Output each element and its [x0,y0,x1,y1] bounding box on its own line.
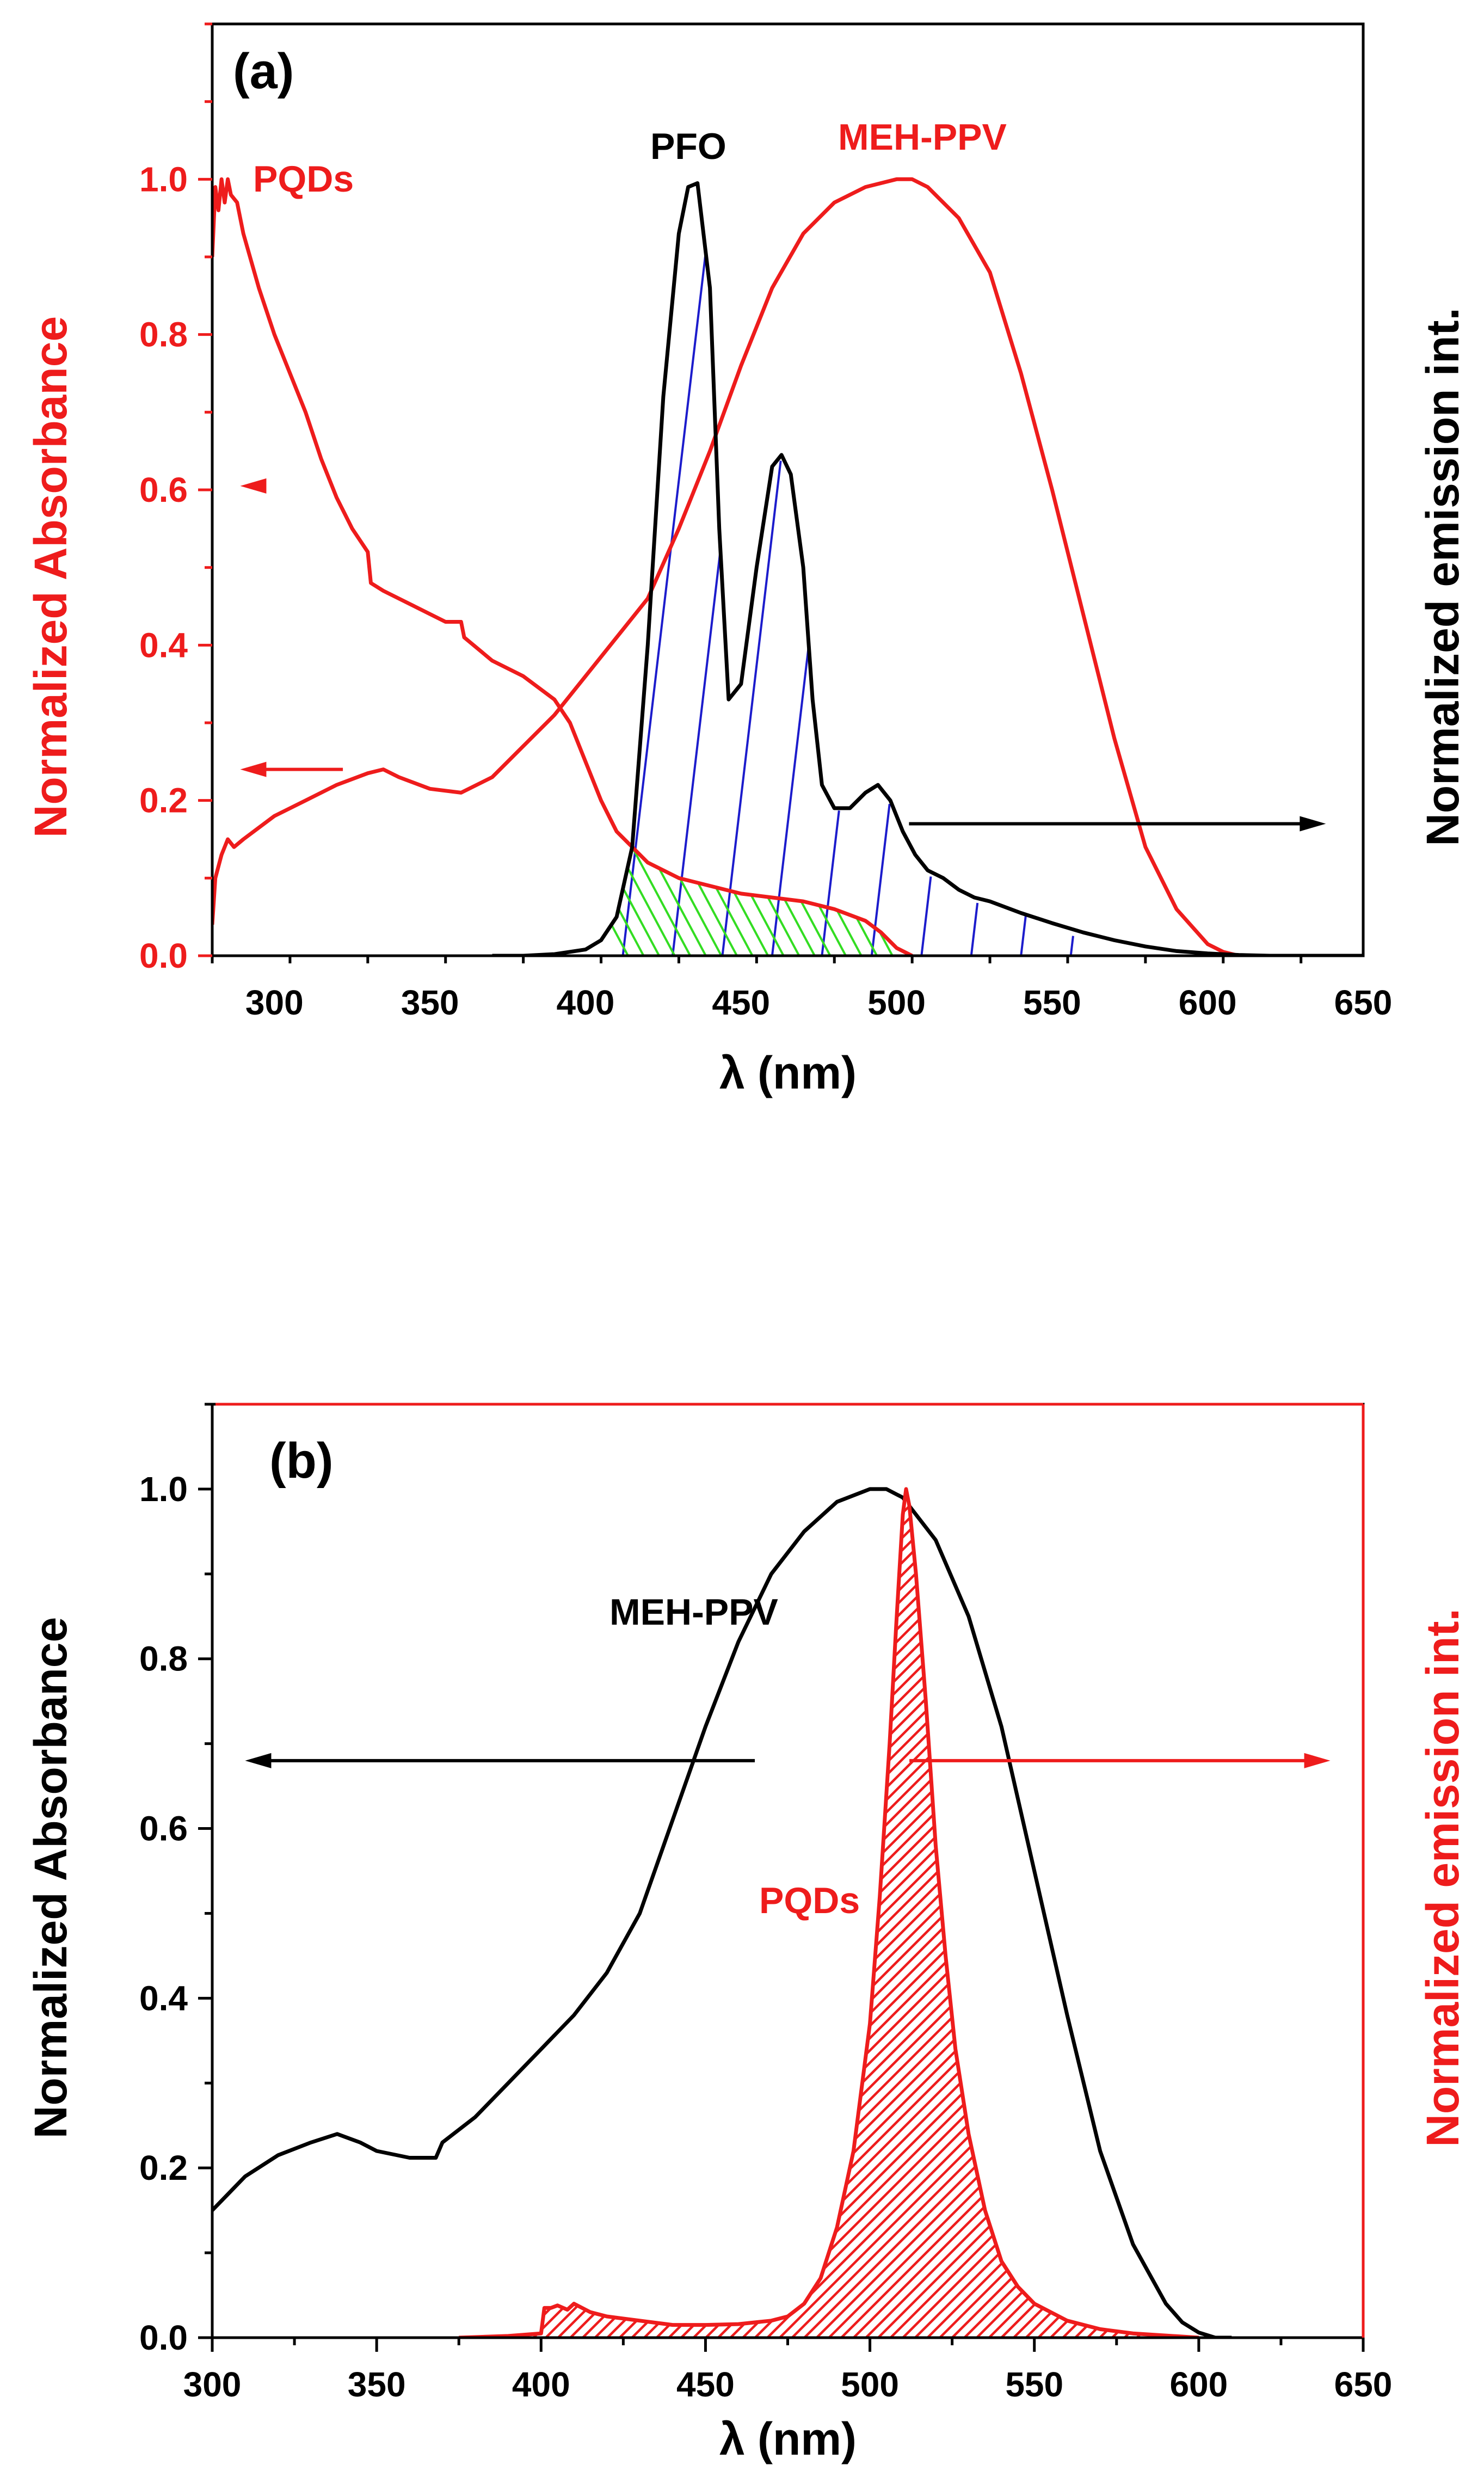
panel-b-right-axis-title: Normalized emission int. [1417,1608,1468,2147]
x-tick-label: 450 [676,2365,735,2404]
y-tick-label: 0.4 [139,1978,188,2018]
series-line-pqds-absorbance [212,177,913,956]
panel-b-annotation-meh-ppv: MEH-PPV [609,1591,778,1633]
overlap-hatch-line-blue [621,256,707,956]
overlap-hatch-line-blue [821,810,840,956]
panel-b-arrows [245,1753,1331,1768]
y-tick-label: 0.8 [139,315,188,354]
x-tick-label: 450 [712,983,770,1022]
y-tick-label: 0.0 [139,936,188,975]
panel-b-annotation-pqds: PQDs [759,1880,860,1921]
x-tick-label: 300 [183,2365,242,2404]
overlap-hatch-line-blue [870,803,891,956]
panel-a-label: (a) [233,44,294,99]
x-tick-label: 500 [841,2365,899,2404]
overlap-hatch-line-green [750,895,785,956]
panel-a: 300 350 400 450 500 550 600 650 0.0 0.2 0.4 0.6 0.8 1… [25,22,1468,1098]
overlap-hatch-line-blue [1069,936,1074,956]
overlap-hatch-line-green [622,888,660,956]
overlap-hatch-line-green [836,911,863,956]
y-tick-label: 0.0 [139,2318,188,2357]
panel-a-axes: 300 350 400 450 500 550 600 650 0.0 0.2 0.4 0.6 0.8 1… [139,22,1393,1022]
panel-b-label: (b) [269,1433,333,1489]
x-tick-label: 600 [1169,2365,1228,2404]
x-tick-label: 550 [1023,983,1081,1022]
panel-a-annotation-pfo: PFO [650,126,726,167]
overlap-hatch-line-green [800,901,832,956]
arrow-head-right [1304,1753,1331,1768]
panel-a-arrows [240,478,1326,832]
series-line-pqds-emission [459,1487,1199,2338]
y-tick-label: 1.0 [139,159,188,199]
x-tick-label: 400 [557,983,615,1022]
overlap-hatch-line-green [697,882,738,956]
x-tick-label: 600 [1179,983,1237,1022]
panel-a-overlap-hatching [611,256,1074,956]
panel-a-x-axis-title: λ (nm) [719,1047,857,1098]
x-tick-label: 350 [401,983,459,1022]
x-tick-label: 650 [1334,2365,1393,2404]
overlap-hatch-line-blue [1020,916,1027,956]
overlap-hatch-line-green [626,867,676,956]
panel-a-left-axis-title: Normalized Absorbance [25,316,76,838]
overlap-hatch-line-blue [721,460,782,956]
panel-a-annotation-pqds: PQDs [253,158,354,200]
panel-b: 300 350 400 450 500 550 600 650 0.0 0.2 0.4 0.6 0.8 1… [25,1403,1468,2464]
overlap-hatch-line-green [715,887,754,956]
overlap-hatch-line-green [658,868,707,956]
y-tick-label: 0.2 [139,2148,188,2187]
overlap-hatch-line-green [767,896,800,956]
y-tick-label: 1.0 [139,1470,188,1509]
arrow-head-right [1300,816,1326,832]
panel-b-axes: 300 350 400 450 500 550 600 650 0.0 0.2 0.4 0.6 0.8 1… [139,1403,1393,2404]
overlap-hatch-line-green [617,908,645,956]
series-line-meh-ppv-absorbance [212,1487,1232,2338]
x-tick-label: 400 [512,2365,570,2404]
y-tick-label: 0.4 [139,625,188,665]
y-tick-label: 0.8 [139,1639,188,1679]
panel-b-left-axis-title: Normalized Absorbance [25,1617,76,2138]
x-tick-label: 550 [1005,2365,1063,2404]
overlap-hatch-line-blue [771,645,810,956]
overlap-hatch-line-green [733,892,769,956]
arrow-head-left [240,761,267,777]
x-tick-label: 650 [1334,983,1393,1022]
panel-a-annotation-meh-ppv: MEH-PPV [838,116,1007,158]
panel-a-right-axis-title: Normalized emission int. [1417,308,1468,846]
overlap-hatch-line-green [784,899,816,956]
y-tick-label: 0.6 [139,1809,188,1848]
overlap-hatch-line-green [631,846,691,956]
x-tick-label: 350 [348,2365,406,2404]
x-tick-label: 300 [245,983,304,1022]
panel-a-series [212,177,1363,956]
y-tick-label: 0.6 [139,470,188,509]
overlap-hatch-line-blue [970,902,979,956]
overlap-hatch-line-green [855,917,878,956]
panel-b-series [212,1487,1232,2338]
overlap-hatch-line-blue [672,553,722,956]
y-tick-label: 0.2 [139,781,188,820]
arrow-head-left [245,1753,272,1768]
x-tick-label: 500 [867,983,926,1022]
overlap-hatch-line-green [611,924,629,956]
panel-b-x-axis-title: λ (nm) [719,2413,857,2464]
overlap-hatch-line-green [818,906,847,956]
overlap-hatch-line-blue [920,876,932,956]
arrow-head-left [240,478,267,494]
overlap-hatch-line-green [679,878,722,956]
series-line-meh-ppv-absorbance [212,177,1270,956]
panel-b-plot-frame [211,1403,1365,2339]
series-line-pfo-emission [492,181,1363,956]
